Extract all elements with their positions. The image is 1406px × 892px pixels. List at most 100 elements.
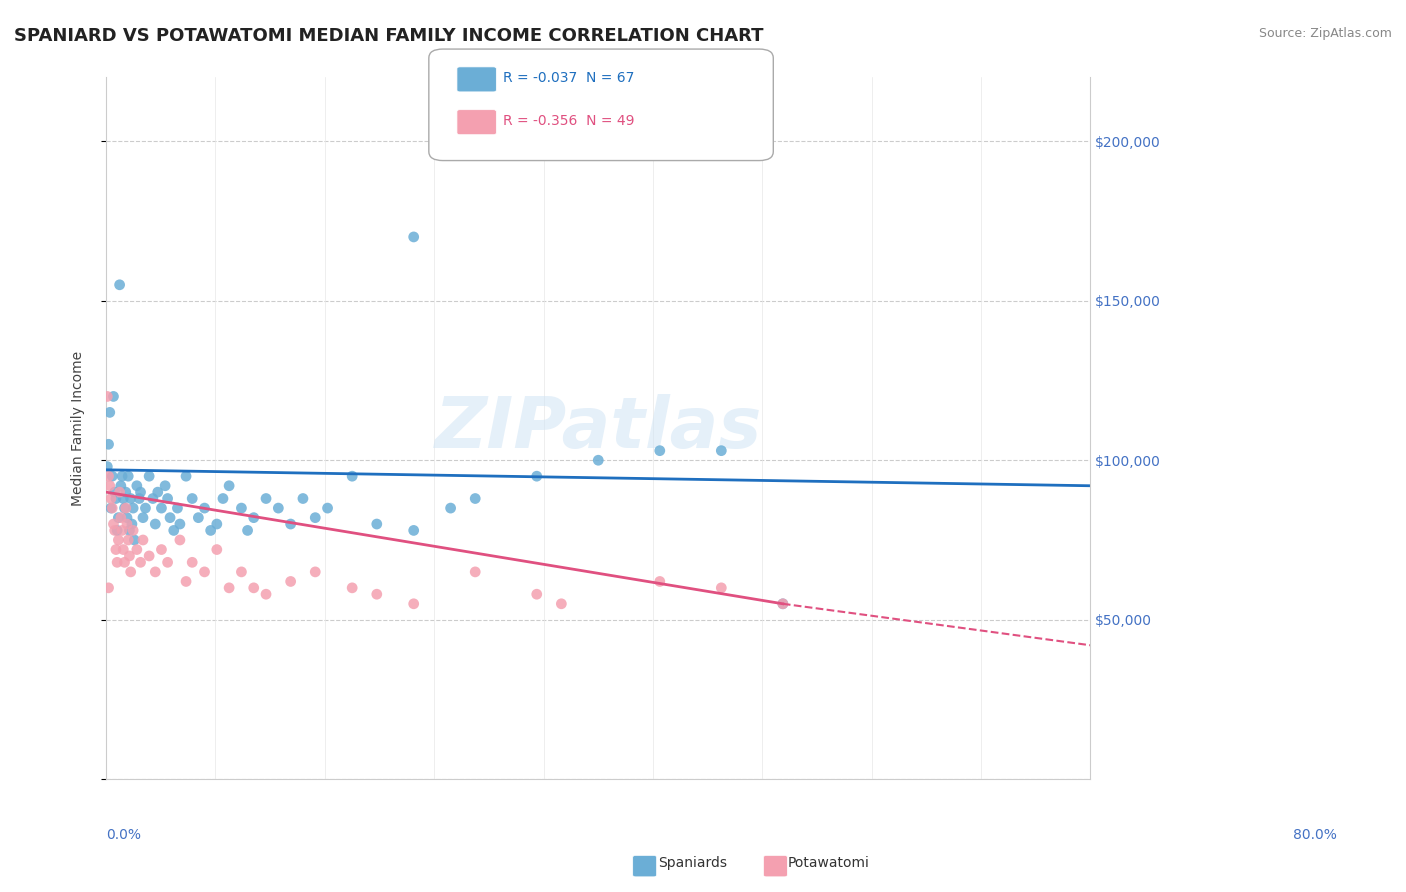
Point bbox=[108, 277, 131, 292]
Point bbox=[96, 459, 118, 474]
Point bbox=[280, 574, 302, 589]
Point bbox=[439, 501, 461, 516]
Point bbox=[402, 597, 425, 611]
Point bbox=[107, 510, 129, 524]
Point bbox=[117, 469, 139, 483]
Point bbox=[104, 524, 127, 538]
Point bbox=[366, 516, 388, 531]
Point bbox=[114, 485, 136, 500]
Point bbox=[526, 587, 548, 601]
Point bbox=[181, 491, 204, 506]
Point bbox=[772, 597, 794, 611]
Point bbox=[100, 501, 122, 516]
Point bbox=[304, 510, 326, 524]
Point bbox=[316, 501, 339, 516]
Point bbox=[115, 516, 138, 531]
Point bbox=[156, 555, 179, 569]
Y-axis label: Median Family Income: Median Family Income bbox=[72, 351, 86, 506]
Point bbox=[146, 485, 169, 500]
Point bbox=[205, 516, 228, 531]
Point bbox=[122, 524, 145, 538]
Point bbox=[129, 555, 152, 569]
Text: R = -0.037  N = 67: R = -0.037 N = 67 bbox=[503, 71, 634, 86]
Point bbox=[526, 469, 548, 483]
Point bbox=[104, 542, 127, 557]
Point bbox=[648, 443, 671, 458]
Point bbox=[648, 574, 671, 589]
Text: Spaniards: Spaniards bbox=[658, 855, 727, 870]
Point bbox=[101, 469, 124, 483]
Point bbox=[150, 501, 173, 516]
Point bbox=[143, 565, 166, 579]
Point bbox=[366, 587, 388, 601]
Point bbox=[156, 491, 179, 506]
Point bbox=[110, 510, 132, 524]
Point bbox=[115, 510, 138, 524]
Text: Potawatomi: Potawatomi bbox=[787, 855, 869, 870]
Point bbox=[100, 491, 122, 506]
Point bbox=[114, 555, 136, 569]
Point bbox=[107, 533, 129, 547]
Point bbox=[242, 581, 264, 595]
Point bbox=[153, 479, 176, 493]
Point bbox=[105, 555, 128, 569]
Point bbox=[120, 491, 142, 506]
Point bbox=[111, 524, 134, 538]
Point bbox=[231, 501, 253, 516]
Point bbox=[254, 491, 277, 506]
Point bbox=[163, 524, 186, 538]
Point bbox=[122, 501, 145, 516]
Text: 80.0%: 80.0% bbox=[1292, 829, 1337, 842]
Point bbox=[464, 565, 486, 579]
Point bbox=[159, 510, 181, 524]
Point bbox=[118, 549, 141, 563]
Point bbox=[181, 555, 204, 569]
Point bbox=[280, 516, 302, 531]
Point bbox=[105, 524, 128, 538]
Point bbox=[138, 549, 160, 563]
Point bbox=[710, 443, 733, 458]
Point bbox=[125, 479, 148, 493]
Point bbox=[550, 597, 572, 611]
Point bbox=[464, 491, 486, 506]
Point bbox=[340, 469, 363, 483]
Point bbox=[242, 510, 264, 524]
Point bbox=[174, 469, 197, 483]
Point bbox=[169, 533, 191, 547]
Point bbox=[112, 542, 135, 557]
Point bbox=[710, 581, 733, 595]
Point bbox=[129, 485, 152, 500]
Point bbox=[97, 437, 120, 451]
Point bbox=[134, 501, 156, 516]
Point bbox=[267, 501, 290, 516]
Point bbox=[166, 501, 188, 516]
Point bbox=[111, 469, 134, 483]
Point bbox=[112, 491, 135, 506]
Point bbox=[97, 581, 120, 595]
Point bbox=[103, 516, 125, 531]
Point bbox=[150, 542, 173, 557]
Text: Source: ZipAtlas.com: Source: ZipAtlas.com bbox=[1258, 27, 1392, 40]
Point bbox=[120, 565, 142, 579]
Point bbox=[772, 597, 794, 611]
Point bbox=[174, 574, 197, 589]
Point bbox=[128, 491, 150, 506]
Point bbox=[132, 510, 155, 524]
Point bbox=[103, 389, 125, 403]
Point bbox=[304, 565, 326, 579]
Text: R = -0.356  N = 49: R = -0.356 N = 49 bbox=[503, 114, 636, 128]
Point bbox=[218, 581, 240, 595]
Text: SPANIARD VS POTAWATOMI MEDIAN FAMILY INCOME CORRELATION CHART: SPANIARD VS POTAWATOMI MEDIAN FAMILY INC… bbox=[14, 27, 763, 45]
Point bbox=[121, 516, 143, 531]
Point bbox=[104, 485, 127, 500]
Point bbox=[97, 469, 120, 483]
Point bbox=[169, 516, 191, 531]
Point bbox=[200, 524, 222, 538]
Point bbox=[132, 533, 155, 547]
Text: 0.0%: 0.0% bbox=[105, 829, 141, 842]
Point bbox=[193, 565, 215, 579]
Point bbox=[118, 524, 141, 538]
Point bbox=[205, 542, 228, 557]
Point bbox=[231, 565, 253, 579]
Point bbox=[138, 469, 160, 483]
